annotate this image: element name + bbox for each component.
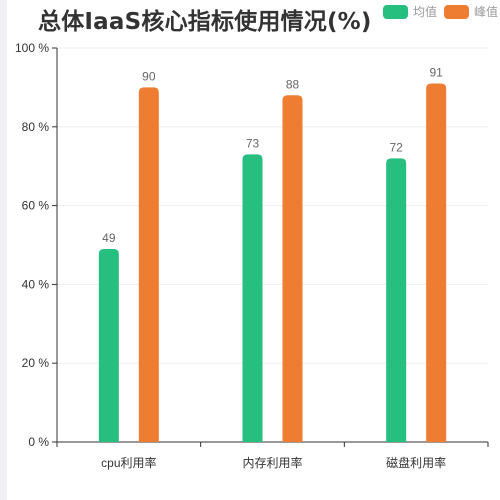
legend-swatch-mean xyxy=(383,4,408,19)
legend-label-peak: 峰值 xyxy=(474,5,499,19)
legend-label-mean: 均值 xyxy=(413,5,438,19)
y-tick-label: 0 % xyxy=(28,435,49,449)
bar-peak xyxy=(282,95,303,442)
y-tick-label: 80 % xyxy=(22,120,50,134)
y-tick-label: 60 % xyxy=(22,199,50,213)
bar-mean xyxy=(98,248,119,442)
legend-item-peak[interactable]: 峰值 xyxy=(444,3,498,20)
y-tick-label: 100 % xyxy=(15,41,49,55)
bar-peak xyxy=(138,87,159,443)
legend-swatch-peak xyxy=(444,4,469,19)
data-label: 49 xyxy=(102,231,116,245)
data-label: 88 xyxy=(286,77,300,91)
data-label: 91 xyxy=(429,65,443,79)
left-edge-strip xyxy=(0,0,7,500)
x-tick-label: 磁盘利用率 xyxy=(386,455,446,470)
chart-title: 总体IaaS核心指标使用情况(%) xyxy=(38,9,372,35)
x-tick-label: cpu利用率 xyxy=(101,455,156,470)
bar-peak xyxy=(426,83,447,443)
data-label: 90 xyxy=(142,69,156,83)
y-tick-label: 20 % xyxy=(22,356,50,370)
bar-mean xyxy=(386,158,407,442)
data-label: 72 xyxy=(389,140,403,154)
data-label: 73 xyxy=(246,136,260,150)
bar-mean xyxy=(242,154,263,442)
legend-item-mean[interactable]: 均值 xyxy=(383,3,437,20)
x-tick-label: 内存利用率 xyxy=(242,455,302,470)
y-tick-label: 40 % xyxy=(22,277,50,291)
